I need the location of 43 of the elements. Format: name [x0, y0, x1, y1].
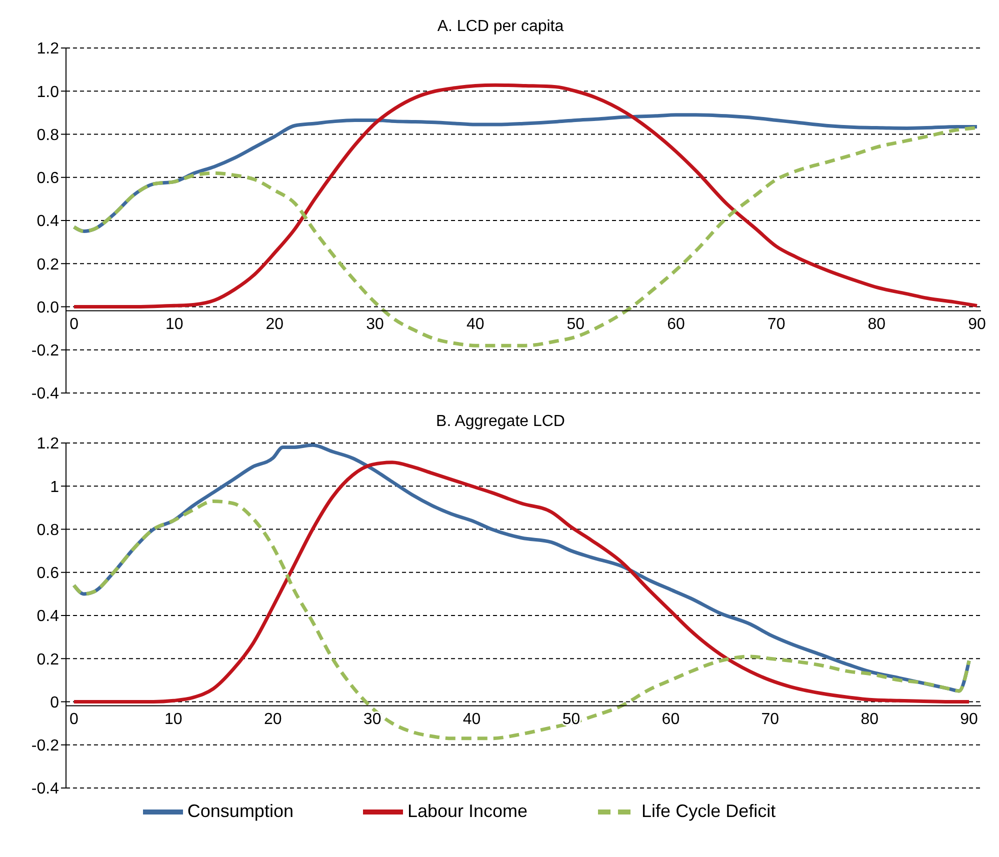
y-tick-label: 0.6 — [36, 565, 60, 582]
x-tick-label: 90 — [960, 710, 978, 728]
y-tick-label: 0.2 — [36, 256, 60, 274]
y-tick-label: 0.8 — [36, 522, 60, 539]
legend-label: Life Cycle Deficit — [642, 800, 776, 821]
x-tick-label: 70 — [767, 316, 786, 333]
x-tick-label: 20 — [264, 710, 282, 728]
x-tick-label: 60 — [662, 710, 680, 728]
x-tick-label: 20 — [266, 316, 284, 333]
y-tick-label: 0.2 — [36, 651, 60, 668]
legend-label: Consumption — [187, 800, 294, 821]
y-tick-label: -0.2 — [31, 342, 60, 360]
x-tick-label: 0 — [70, 316, 79, 333]
y-tick-label: 0.6 — [36, 170, 60, 188]
x-tick-label: 10 — [165, 316, 184, 333]
y-tick-label: -0.2 — [31, 738, 60, 755]
y-tick-label: 0.4 — [36, 213, 60, 230]
y-tick-label: 1.0 — [36, 84, 60, 101]
x-tick-label: 80 — [860, 710, 879, 728]
chart-title: B. Aggregate LCD — [435, 413, 566, 431]
y-tick-label: 1.2 — [36, 40, 60, 58]
y-tick-label: -0.4 — [31, 386, 60, 403]
line-series — [72, 83, 979, 308]
x-tick-label: 0 — [70, 710, 79, 728]
x-tick-label: 90 — [968, 316, 986, 333]
x-tick-label: 60 — [667, 316, 685, 333]
x-tick-label: 30 — [363, 710, 382, 728]
y-tick-label: 1 — [50, 478, 60, 496]
legend-label: Labour Income — [407, 800, 528, 821]
x-tick-label: 30 — [366, 316, 384, 333]
x-tick-label: 10 — [164, 710, 182, 728]
x-tick-label: 40 — [466, 316, 484, 333]
x-tick-label: 50 — [566, 316, 585, 333]
y-tick-label: 0.8 — [36, 126, 60, 144]
y-tick-label: -0.4 — [31, 780, 60, 798]
x-tick-label: 40 — [462, 710, 481, 728]
y-tick-label: 0.4 — [36, 608, 60, 626]
x-tick-label: 80 — [868, 316, 886, 333]
chart-title: A. LCD per capita — [436, 18, 565, 36]
y-tick-label: 0 — [50, 694, 60, 712]
y-tick-label: 1.2 — [36, 436, 60, 453]
y-tick-label: 0.0 — [36, 299, 60, 316]
x-tick-label: 70 — [761, 710, 780, 728]
